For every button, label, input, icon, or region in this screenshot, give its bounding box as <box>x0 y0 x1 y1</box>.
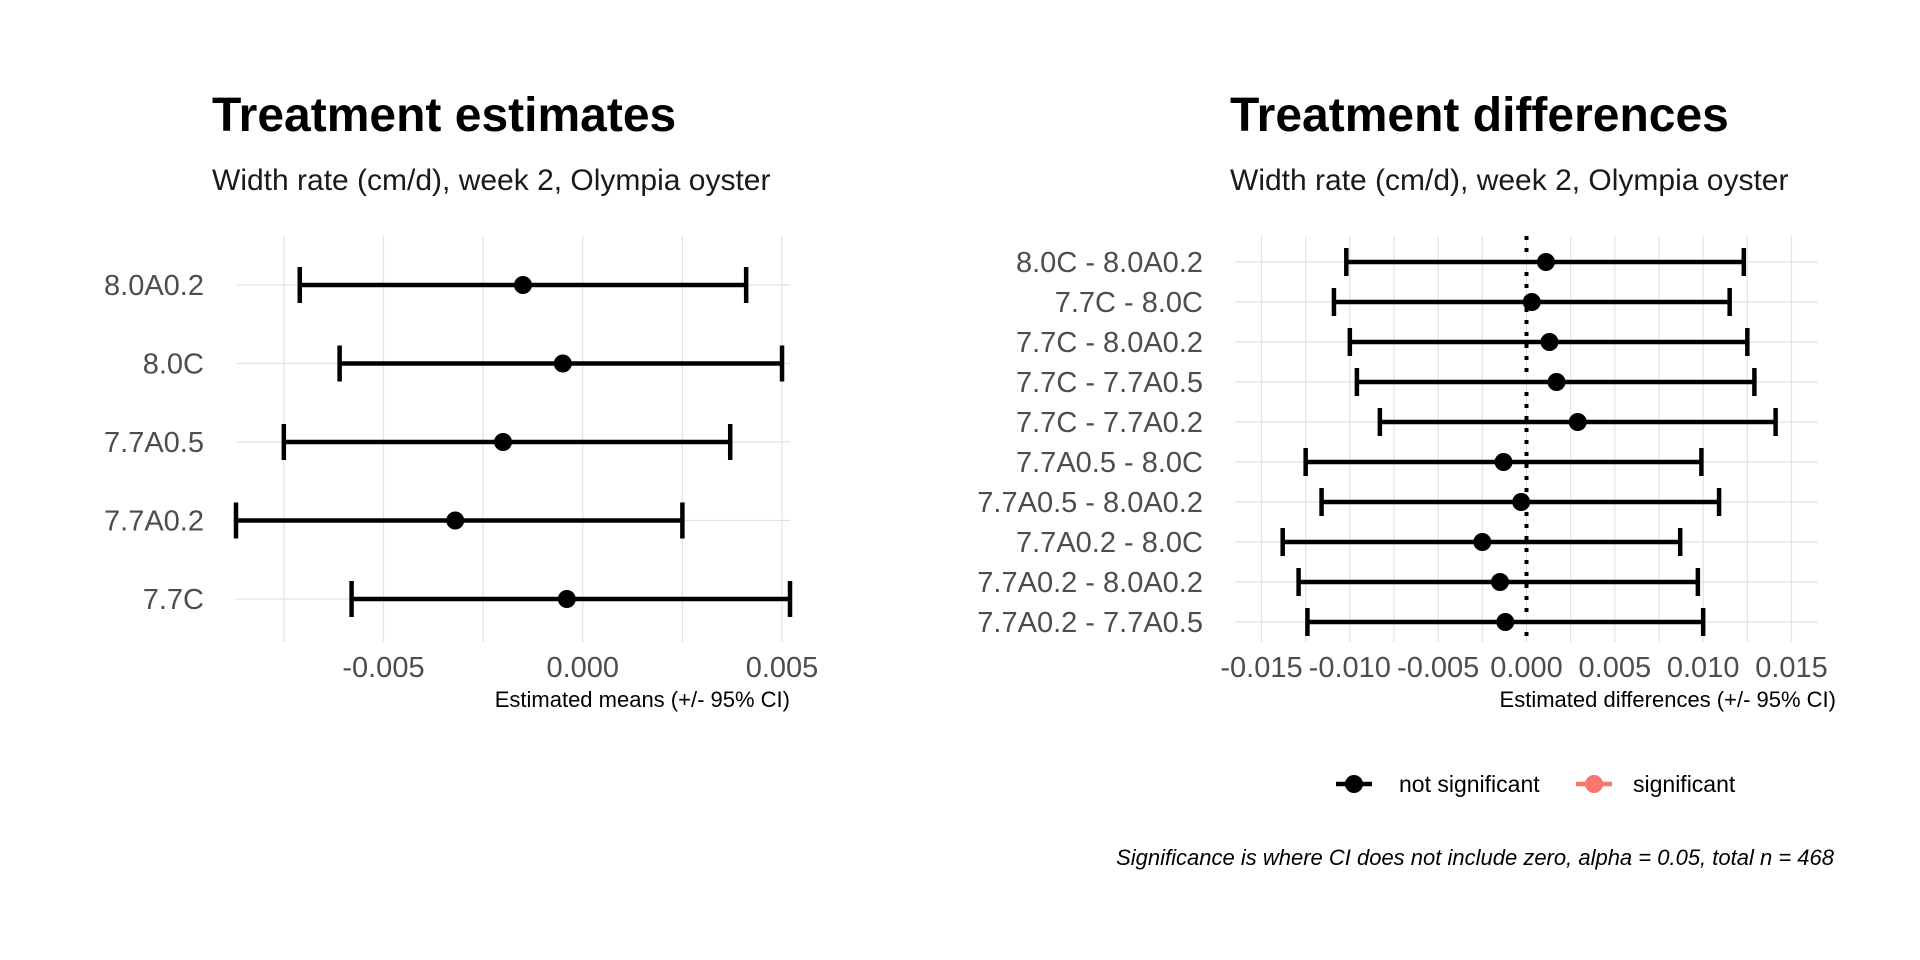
left-estimate-point-2 <box>494 433 513 451</box>
left-category-label-3: 7.7A0.2 <box>104 506 204 538</box>
left-category-label-0: 8.0A0.2 <box>104 270 204 302</box>
left-category-label-2: 7.7A0.5 <box>104 427 204 459</box>
right-x-tick-label-0: -0.015 <box>1220 652 1302 684</box>
legend-key-point-0 <box>1345 775 1363 793</box>
right-panel-title: Treatment differences <box>1230 89 1729 142</box>
right-category-label-3: 7.7C - 7.7A0.5 <box>1016 367 1203 399</box>
legend-key-point-1 <box>1585 775 1603 793</box>
right-estimate-point-3 <box>1547 373 1566 391</box>
right-estimate-point-4 <box>1568 413 1587 431</box>
right-category-label-6: 7.7A0.5 - 8.0A0.2 <box>977 487 1203 519</box>
right-category-label-7: 7.7A0.2 - 8.0C <box>1016 527 1203 559</box>
legend-label-0: not significant <box>1399 771 1540 797</box>
right-estimate-point-6 <box>1512 493 1531 511</box>
right-category-label-5: 7.7A0.5 - 8.0C <box>1016 447 1203 479</box>
left-panel-subtitle: Width rate (cm/d), week 2, Olympia oyste… <box>212 164 771 197</box>
left-category-label-1: 8.0C <box>143 349 204 381</box>
left-estimate-point-0 <box>513 276 532 294</box>
right-x-tick-label-6: 0.015 <box>1755 652 1828 684</box>
right-category-label-4: 7.7C - 7.7A0.2 <box>1016 407 1203 439</box>
right-estimate-point-9 <box>1496 613 1515 631</box>
left-estimate-point-4 <box>557 590 576 608</box>
right-estimate-point-5 <box>1494 453 1513 471</box>
right-estimate-point-7 <box>1473 533 1492 551</box>
right-x-tick-label-3: 0.000 <box>1490 652 1563 684</box>
right-category-label-0: 8.0C - 8.0A0.2 <box>1016 247 1203 279</box>
left-estimate-point-3 <box>446 511 465 530</box>
right-category-label-8: 7.7A0.2 - 8.0A0.2 <box>977 567 1203 599</box>
left-x-tick-label-2: 0.005 <box>746 652 819 684</box>
right-x-tick-label-5: 0.010 <box>1667 652 1740 684</box>
right-category-label-1: 7.7C - 8.0C <box>1055 287 1203 319</box>
right-estimate-point-8 <box>1491 573 1509 591</box>
left-category-label-4: 7.7C <box>143 584 204 616</box>
right-x-tick-label-1: -0.010 <box>1309 652 1391 684</box>
right-estimate-point-1 <box>1522 293 1541 311</box>
right-estimate-point-2 <box>1540 333 1559 351</box>
right-estimate-point-0 <box>1536 253 1555 271</box>
right-category-label-9: 7.7A0.2 - 7.7A0.5 <box>977 607 1203 639</box>
left-panel-title: Treatment estimates <box>212 89 677 142</box>
left-x-axis-title: Estimated means (+/- 95% CI) <box>495 687 790 712</box>
right-category-label-2: 7.7C - 8.0A0.2 <box>1016 327 1203 359</box>
right-x-tick-label-2: -0.005 <box>1397 652 1479 684</box>
significance-caption: Significance is where CI does not includ… <box>1116 845 1834 870</box>
right-panel-subtitle: Width rate (cm/d), week 2, Olympia oyste… <box>1230 164 1789 197</box>
legend-label-1: significant <box>1633 771 1736 797</box>
left-x-tick-label-0: -0.005 <box>342 652 424 684</box>
left-estimate-point-1 <box>553 354 572 373</box>
left-x-tick-label-1: 0.000 <box>546 652 619 684</box>
right-x-tick-label-4: 0.005 <box>1579 652 1652 684</box>
right-x-axis-title: Estimated differences (+/- 95% CI) <box>1500 687 1836 712</box>
